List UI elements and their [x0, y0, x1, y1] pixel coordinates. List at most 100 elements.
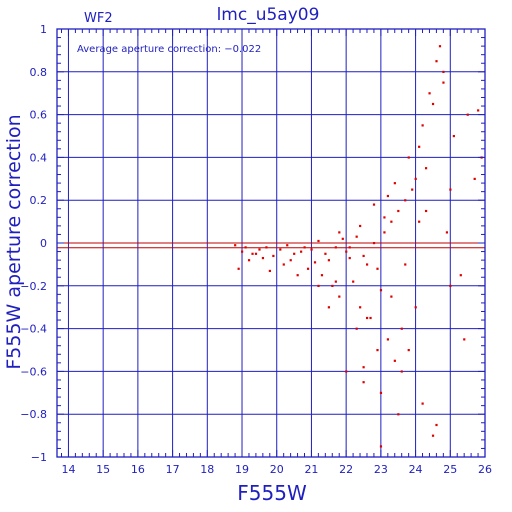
average-correction-annotation: Average aperture correction: −0.022 — [77, 44, 261, 55]
data-point — [386, 338, 390, 341]
data-point — [435, 60, 438, 63]
y-tick-label: 0.6 — [30, 109, 48, 122]
x-tick-label: 26 — [478, 463, 492, 476]
data-point — [431, 434, 435, 437]
data-point — [379, 445, 383, 448]
data-point — [338, 231, 341, 234]
data-point — [324, 252, 327, 255]
data-point — [452, 135, 455, 138]
data-point — [393, 182, 396, 185]
y-tick-label: 0.4 — [30, 151, 48, 164]
x-axis-label: F555W — [237, 481, 307, 505]
y-tick-label: −0.4 — [20, 323, 47, 336]
data-point — [286, 244, 289, 247]
y-tick-label: 1 — [40, 23, 47, 36]
data-point — [438, 45, 442, 48]
data-point — [404, 199, 407, 202]
data-point — [244, 246, 247, 249]
data-point — [390, 295, 393, 298]
data-point — [320, 274, 324, 277]
data-point — [411, 188, 414, 191]
data-point — [345, 370, 348, 373]
data-point — [279, 248, 282, 251]
data-point — [397, 209, 400, 213]
y-tick-label: 0.2 — [30, 194, 48, 207]
data-point — [365, 316, 369, 320]
data-point — [400, 370, 403, 373]
data-point — [421, 402, 424, 405]
data-point — [428, 92, 431, 95]
data-point — [359, 224, 362, 228]
data-point — [317, 284, 320, 287]
data-point — [449, 188, 452, 191]
x-tick-label: 20 — [270, 463, 284, 476]
chart-title: lmc_u5ay09 — [217, 5, 320, 25]
data-point — [334, 246, 337, 249]
data-point — [362, 381, 365, 384]
data-point — [341, 237, 344, 240]
x-tick-label: 18 — [200, 463, 214, 476]
data-point — [372, 242, 376, 245]
data-point — [466, 113, 469, 116]
data-point — [418, 145, 421, 148]
data-point — [459, 274, 462, 277]
data-point — [379, 289, 383, 292]
data-point — [254, 252, 258, 255]
data-point — [355, 327, 358, 330]
data-point — [463, 338, 466, 341]
data-point — [390, 220, 393, 223]
x-tick-label: 14 — [61, 463, 75, 476]
data-point — [418, 220, 421, 223]
data-point — [282, 263, 285, 266]
data-point — [237, 267, 240, 270]
data-point — [397, 413, 400, 416]
x-tick-label: 24 — [409, 463, 423, 476]
data-point — [477, 109, 480, 112]
data-point — [414, 306, 417, 309]
data-point — [442, 70, 445, 73]
data-point — [241, 250, 244, 253]
data-point — [421, 124, 424, 127]
data-point — [386, 194, 390, 198]
x-tick-label: 22 — [339, 463, 353, 476]
data-point — [379, 391, 383, 394]
data-point — [338, 295, 341, 298]
data-point — [348, 246, 351, 249]
data-point — [445, 231, 449, 234]
data-point — [376, 349, 379, 352]
data-point — [362, 254, 365, 258]
data-point — [442, 81, 445, 84]
data-point — [300, 250, 303, 253]
data-points — [234, 45, 483, 448]
data-point — [449, 284, 452, 287]
data-point — [383, 231, 386, 234]
chip-label: WF2 — [84, 11, 113, 26]
data-point — [303, 246, 306, 249]
data-point — [376, 267, 379, 270]
data-point — [296, 274, 299, 277]
data-point — [365, 263, 369, 266]
x-tick-label: 16 — [131, 463, 145, 476]
data-point — [355, 235, 358, 238]
data-point — [383, 216, 386, 219]
data-point — [407, 156, 410, 159]
data-point — [293, 252, 296, 255]
data-point — [345, 250, 348, 253]
data-point — [407, 349, 410, 352]
data-point — [272, 254, 275, 258]
data-point — [327, 306, 330, 309]
x-tick-label: 19 — [235, 463, 249, 476]
x-tick-label: 15 — [96, 463, 110, 476]
y-tick-labels: −1 −0.8 −0.6 −0.4 −0.2 0 0.2 0.4 0.6 0.8 1 — [20, 23, 47, 464]
y-tick-label: −1 — [31, 451, 47, 464]
x-tick-label: 23 — [374, 463, 388, 476]
data-point — [400, 327, 403, 330]
data-point — [435, 423, 438, 427]
data-point — [331, 284, 334, 287]
data-point — [234, 244, 237, 247]
reference-lines — [57, 242, 485, 249]
x-tick-label: 25 — [443, 463, 457, 476]
data-point — [258, 248, 261, 251]
plot-frame — [56, 28, 486, 458]
